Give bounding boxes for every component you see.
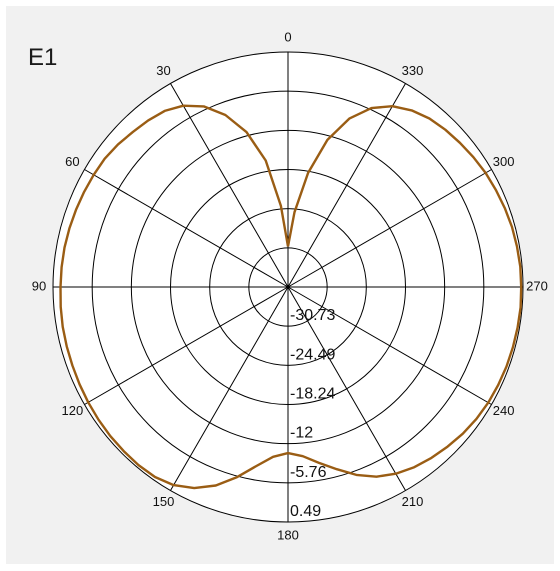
- grid-spoke: [287, 83, 406, 288]
- angle-tick-label: 210: [402, 494, 424, 509]
- angle-tick-label: 270: [526, 278, 548, 293]
- radial-tick-label: -24.49: [290, 346, 335, 363]
- angle-tick-label: 330: [402, 63, 424, 78]
- angle-tick-label: 90: [32, 278, 46, 293]
- grid-spoke: [84, 169, 289, 288]
- chart-panel: E1 0 30 60 90 120 150 180 210 240 270 300 330 -30.7…: [6, 6, 554, 564]
- angle-tick-label: 240: [493, 403, 515, 418]
- grid-spoke: [287, 286, 406, 491]
- angle-tick-label: 300: [493, 154, 515, 169]
- grid-spokes: [53, 52, 523, 522]
- series-layer: [59, 104, 523, 490]
- radial-labels: -30.73 -24.49 -18.24 -12 -5.76 0.49: [290, 307, 335, 520]
- angle-tick-label: 120: [62, 403, 84, 418]
- radial-tick-label: -30.73: [290, 307, 335, 324]
- angle-tick-label: 60: [65, 154, 79, 169]
- panel-title: E1: [28, 44, 58, 71]
- radial-tick-label: 0.49: [290, 503, 321, 520]
- radial-tick-label: -18.24: [290, 386, 335, 403]
- grid-spoke: [170, 286, 289, 491]
- grid-spoke: [170, 83, 289, 288]
- radial-tick-label: -12: [290, 425, 313, 442]
- grid-spoke: [287, 286, 492, 405]
- angle-tick-label: 180: [277, 527, 299, 542]
- polar-plot: 0 30 60 90 120 150 180 210 240 270 300 330 -30.73 -2…: [32, 29, 548, 542]
- grid-spoke: [287, 169, 492, 288]
- angle-labels: 0 30 60 90 120 150 180 210 240 270 300 330: [32, 29, 548, 542]
- grid-spoke: [84, 286, 289, 405]
- series-line: [59, 104, 523, 490]
- angle-tick-label: 150: [153, 494, 175, 509]
- radial-tick-label: -5.76: [290, 464, 327, 481]
- angle-tick-label: 0: [284, 29, 291, 44]
- angle-tick-label: 30: [156, 63, 170, 78]
